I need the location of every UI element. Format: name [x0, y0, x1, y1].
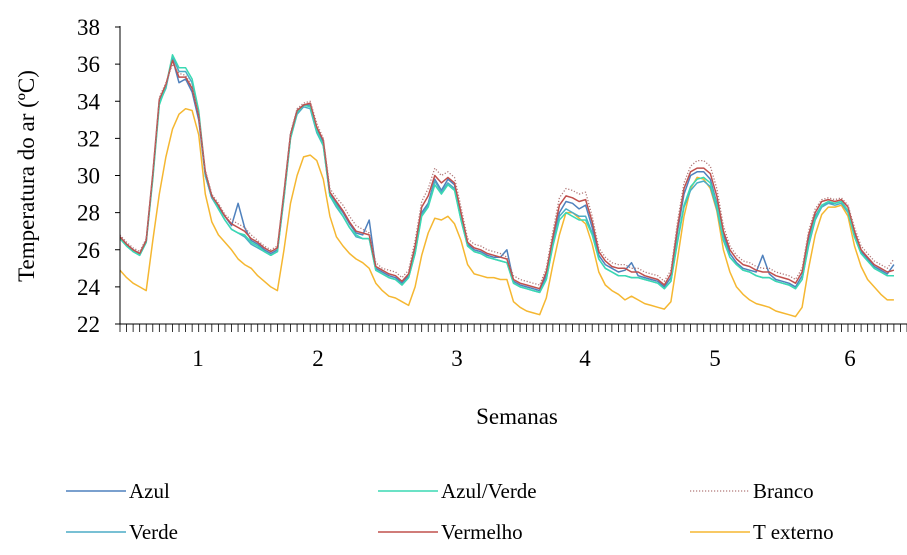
- y-tick-label: 22: [77, 312, 100, 337]
- x-tick-label: 2: [312, 346, 324, 371]
- x-tick-label: 5: [709, 346, 721, 371]
- series-line-t-externo: [119, 107, 894, 318]
- y-tick-label: 26: [77, 238, 100, 263]
- y-axis-label: Temperatura do ar (ºC): [14, 70, 39, 282]
- legend: Azul Azul/Verde Branco Verde Vermelho T exter…: [66, 479, 834, 544]
- y-tick-label: 34: [77, 89, 101, 114]
- y-tick-label: 38: [77, 15, 100, 40]
- y-tick-label: 32: [77, 126, 100, 151]
- x-axis-label: Semanas: [476, 404, 558, 429]
- legend-label-azul: Azul: [129, 479, 170, 503]
- legend-label-azul-verde: Azul/Verde: [441, 479, 537, 503]
- legend-label-verde: Verde: [129, 520, 178, 544]
- x-tick-label: 6: [844, 346, 856, 371]
- y-tick-label: 24: [77, 275, 101, 300]
- y-tick-label: 28: [77, 201, 100, 226]
- legend-label-t-externo: T externo: [753, 520, 834, 544]
- series-line-azul-verde: [119, 54, 894, 294]
- series-line-vermelho: [119, 59, 895, 290]
- legend-label-branco: Branco: [753, 479, 814, 503]
- y-tick-label: 36: [77, 52, 100, 77]
- x-tick-label: 1: [192, 346, 204, 371]
- x-tick-label: 4: [579, 346, 591, 371]
- legend-label-vermelho: Vermelho: [441, 520, 523, 544]
- y-tick-label: 30: [77, 164, 100, 189]
- plot-lines: [119, 54, 895, 318]
- x-tick-label: 3: [451, 346, 463, 371]
